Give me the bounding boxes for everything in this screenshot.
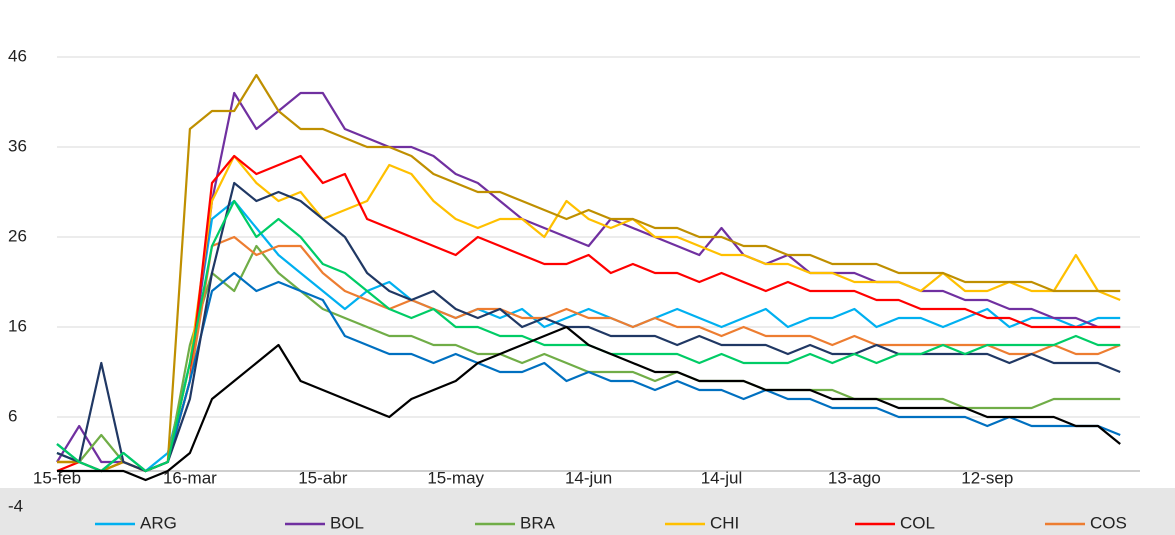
series-line [56, 271, 1121, 473]
y-tick-label: -4 [8, 496, 23, 515]
legend-label: BOL [330, 513, 364, 532]
legend-background [0, 488, 1175, 535]
y-tick-label: 46 [8, 46, 27, 65]
series-line [56, 154, 1121, 473]
x-tick-label: 13-ago [828, 468, 881, 487]
legend-label: CHI [710, 513, 739, 532]
y-tick-label: 26 [8, 226, 27, 245]
series-line [57, 73, 1121, 473]
y-tick-label: 16 [8, 316, 27, 335]
x-tick-label: 14-jun [565, 468, 612, 487]
series-line [57, 325, 1121, 482]
series-line [56, 181, 1121, 473]
x-tick-label: 16-mar [163, 468, 217, 487]
legend-label: ARG [140, 513, 177, 532]
labels: -4 6 16 26 36 46 15-feb 16-mar 15-abr 15-may 14-ju… [8, 46, 1127, 532]
y-tick-label: 36 [8, 136, 27, 155]
legend-label: BRA [520, 513, 556, 532]
x-tick-label: 12-sep [961, 468, 1013, 487]
x-tick-label: 15-abr [298, 468, 347, 487]
lines [56, 73, 1121, 482]
y-tick-label: 6 [8, 406, 17, 425]
x-tick-label: 15-feb [33, 468, 81, 487]
x-tick-label: 14-jul [701, 468, 743, 487]
series-line [56, 91, 1121, 473]
x-tick-label: 15-may [427, 468, 484, 487]
legend-label: COL [900, 513, 935, 532]
legend-label: COS [1090, 513, 1127, 532]
